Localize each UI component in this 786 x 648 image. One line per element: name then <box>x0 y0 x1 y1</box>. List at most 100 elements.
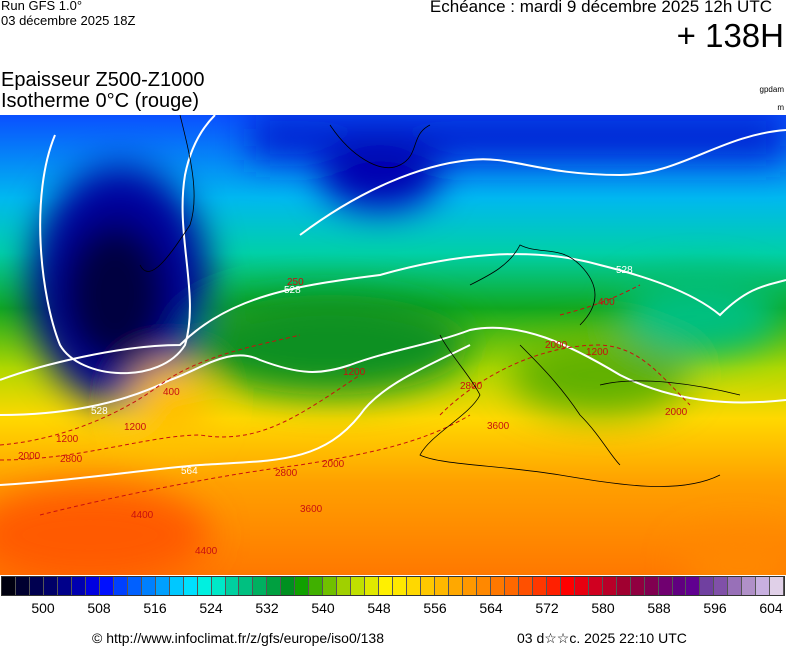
weather-map: 528 528 528 564 1200 2000 2800 1200 400 … <box>0 115 786 575</box>
colorbar-cell <box>630 577 645 595</box>
colorbar-tick-label: 540 <box>311 600 335 616</box>
colorbar-cell <box>323 577 338 595</box>
colorbar <box>1 576 785 596</box>
colorbar-cell <box>29 577 44 595</box>
colorbar-cell <box>560 577 575 595</box>
colorbar-tick-label: 524 <box>199 600 223 616</box>
colorbar-cell <box>379 577 394 595</box>
colorbar-cell <box>449 577 463 595</box>
contour-label: 3600 <box>300 504 323 515</box>
contour-label: 528 <box>616 265 633 276</box>
colorbar-cell <box>714 577 729 595</box>
colorbar-cell <box>476 577 491 595</box>
colorbar-tick-label: 556 <box>423 600 447 616</box>
run-date: 03 décembre 2025 18Z <box>1 13 136 28</box>
coastlines <box>139 115 741 487</box>
colorbar-cell <box>742 577 757 595</box>
colorbar-tick-label: 532 <box>255 600 279 616</box>
colorbar-tick-label: 516 <box>143 600 167 616</box>
colorbar-tick-label: 572 <box>535 600 559 616</box>
colorbar-tick-label: 580 <box>591 600 615 616</box>
contour-label: 1200 <box>586 347 609 358</box>
colorbar-cell <box>686 577 701 595</box>
colorbar-cell <box>756 577 771 595</box>
colorbar-cell <box>239 577 254 595</box>
colorbar-cell <box>169 577 184 595</box>
title-isotherm: Isotherme 0°C (rouge) <box>1 90 200 112</box>
run-model: Run GFS 1.0° <box>1 0 83 13</box>
contour-label: 2000 <box>545 340 568 351</box>
colorbar-cell <box>113 577 128 595</box>
map-title: Epaisseur Z500-Z1000 Isotherme 0°C (roug… <box>1 70 204 112</box>
colorbar-tick-label: 548 <box>367 600 391 616</box>
colorbar-tick-label: 604 <box>759 600 783 616</box>
colorbar-cell <box>253 577 268 595</box>
colorbar-cell <box>127 577 142 595</box>
colorbar-cell <box>43 577 58 595</box>
colorbar-cell <box>546 577 561 595</box>
colorbar-cell <box>462 577 477 595</box>
contour-label: 2800 <box>460 381 483 392</box>
colorbar-cell <box>393 577 408 595</box>
colorbar-cell <box>672 577 687 595</box>
contour-label: 2800 <box>60 454 83 465</box>
run-info: Run GFS 1.0° 03 décembre 2025 18Z <box>1 0 135 28</box>
colorbar-cell <box>658 577 673 595</box>
colorbar-cell <box>588 577 603 595</box>
colorbar-cell <box>616 577 631 595</box>
colorbar-cell <box>211 577 226 595</box>
colorbar-cell <box>490 577 505 595</box>
colorbar-tick-label: 500 <box>31 600 55 616</box>
thickness-labels: 528 528 528 564 <box>91 265 633 477</box>
colorbar-cell <box>365 577 380 595</box>
colorbar-cell <box>504 577 519 595</box>
contour-label: 528 <box>284 285 301 296</box>
colorbar-tick-label: 508 <box>87 600 111 616</box>
contour-label: 1200 <box>343 367 366 378</box>
colorbar-cell <box>644 577 659 595</box>
colorbar-cell <box>435 577 449 595</box>
contour-label: 2000 <box>665 407 688 418</box>
forecast-valid-time: Echéance : mardi 9 décembre 2025 12h UTC <box>429 0 772 16</box>
colorbar-cell <box>267 577 282 595</box>
colorbar-tick-label: 564 <box>479 600 503 616</box>
colorbar-cell <box>197 577 212 595</box>
contour-label: 1200 <box>56 434 79 445</box>
colorbar-cell <box>2 577 16 595</box>
contour-label: 528 <box>91 406 108 417</box>
contour-label: 4400 <box>195 546 218 557</box>
colorbar-cell <box>15 577 30 595</box>
contour-label: 2800 <box>275 468 298 479</box>
colorbar-cell <box>770 577 785 595</box>
colorbar-cell <box>309 577 324 595</box>
colorbar-cell <box>602 577 617 595</box>
source-url: © http://www.infoclimat.fr/z/gfs/europe/… <box>92 630 385 646</box>
colorbar-cell <box>728 577 743 595</box>
colorbar-cell <box>574 577 589 595</box>
colorbar-cell <box>183 577 198 595</box>
unit-gpdam: gpdam <box>759 85 784 94</box>
colorbar-cell <box>351 577 366 595</box>
colorbar-cell <box>407 577 422 595</box>
contour-label: 400 <box>598 297 615 308</box>
colorbar-cell <box>225 577 240 595</box>
isotherm-0c-contours <box>0 284 691 516</box>
generated-time: 03 d☆☆c. 2025 22:10 UTC <box>517 630 687 646</box>
contour-label: 3600 <box>487 421 510 432</box>
colorbar-cell <box>532 577 547 595</box>
title-thickness: Epaisseur Z500-Z1000 <box>1 69 205 91</box>
colorbar-cell <box>421 577 436 595</box>
colorbar-cell <box>281 577 296 595</box>
colorbar-cell <box>518 577 533 595</box>
colorbar-cell <box>700 577 715 595</box>
contour-label: 250 <box>287 277 304 288</box>
colorbar-tick-label: 588 <box>647 600 671 616</box>
colorbar-cell <box>71 577 86 595</box>
colorbar-cell <box>99 577 114 595</box>
colorbar-cell <box>295 577 310 595</box>
colorbar-cell <box>141 577 156 595</box>
colorbar-cell <box>337 577 352 595</box>
thickness-anomalies <box>0 115 786 575</box>
contour-label: 2000 <box>322 459 345 470</box>
contour-label: 400 <box>163 387 180 398</box>
